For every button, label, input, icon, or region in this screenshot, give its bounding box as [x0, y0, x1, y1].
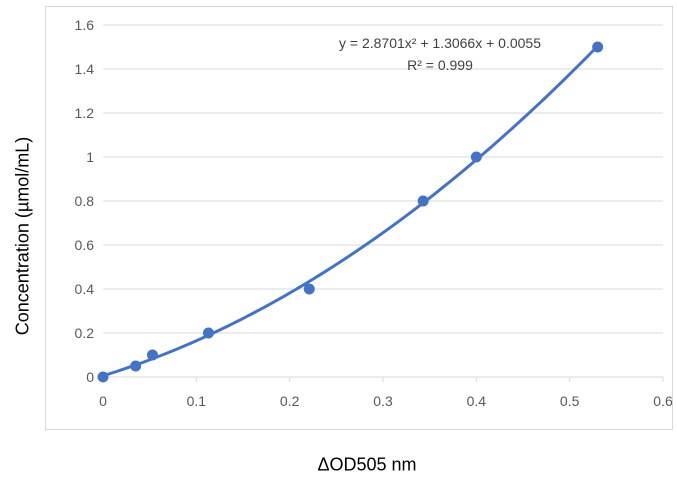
trendline	[102, 45, 599, 378]
r-squared-label: R² = 0.999	[407, 57, 473, 73]
data-point	[303, 283, 315, 295]
data-point	[202, 327, 214, 339]
x-tick-label: 0.4	[467, 393, 487, 409]
y-axis-title: Concentration (µmol/mL)	[12, 136, 33, 336]
y-tick-label: 0.8	[75, 193, 95, 209]
x-axis-title: ΔOD505 nm	[317, 454, 417, 475]
data-point	[146, 349, 158, 361]
data-point	[470, 151, 482, 163]
x-tick-label: 0.3	[373, 393, 393, 409]
gridlines	[103, 24, 663, 334]
y-tick-label: 1.4	[75, 61, 95, 77]
y-tick-label: 0.2	[75, 325, 95, 341]
data-point	[130, 360, 142, 372]
y-tick-label: 0.4	[75, 281, 95, 297]
data-point	[417, 195, 429, 207]
y-axis-ticks: 0 0.2 0.4 0.6 0.8 1 1.2 1.4 1.6	[75, 17, 95, 385]
x-tick-label: 0.2	[280, 393, 300, 409]
chart-area	[45, 6, 673, 430]
x-tick-label: 0.1	[187, 393, 207, 409]
y-tick-label: 1.2	[75, 105, 95, 121]
x-axis-ticks: 0 0.1 0.2 0.3 0.4 0.5 0.6	[99, 377, 673, 409]
x-tick-label: 0	[99, 393, 107, 409]
x-tick-label: 0.5	[560, 393, 580, 409]
y-tick-label: 1	[86, 149, 94, 165]
data-point	[592, 41, 604, 53]
data-point	[97, 371, 109, 383]
y-tick-label: 1.6	[75, 17, 95, 33]
data-points	[97, 41, 604, 383]
y-tick-label: 0.6	[75, 237, 95, 253]
y-tick-label: 0	[86, 369, 94, 385]
trendline-equation: y = 2.8701x² + 1.3066x + 0.0055	[339, 35, 541, 51]
x-tick-label: 0.6	[653, 393, 673, 409]
